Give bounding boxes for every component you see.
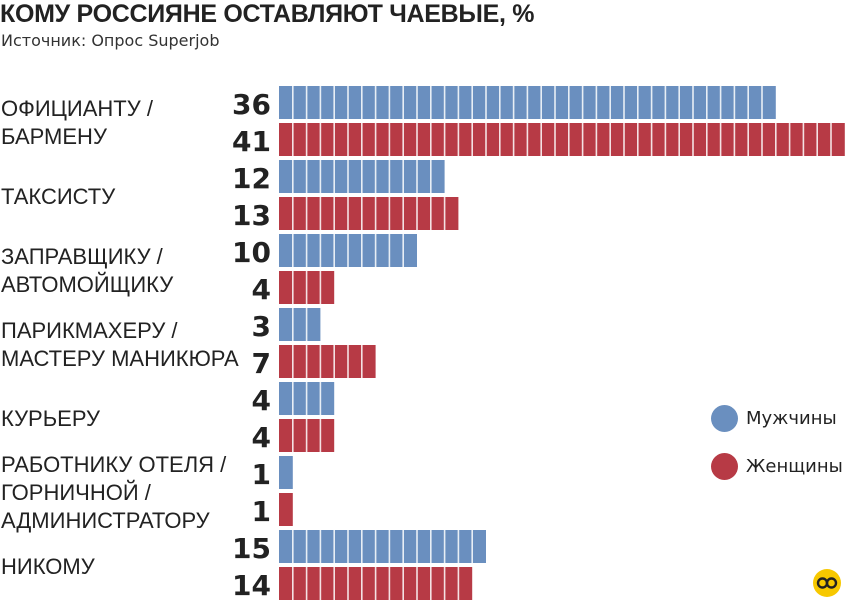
data-label: 13	[232, 199, 271, 232]
data-label: 4	[252, 421, 271, 454]
bar-women	[279, 345, 376, 378]
legend-item-women: Женщины	[711, 453, 843, 480]
bar-women	[279, 197, 459, 230]
publisher-logo-mark	[816, 577, 838, 589]
data-label: 12	[232, 162, 271, 195]
bar-men	[279, 456, 293, 489]
category-label: АВТОМОЙЩИКУ	[1, 272, 174, 297]
legend-label-men: Мужчины	[746, 408, 837, 429]
category-label: АДМИНИСТРАТОРУ	[1, 508, 211, 533]
data-label: 1	[252, 458, 271, 491]
category-label: ЗАПРАВЩИКУ /	[1, 244, 164, 269]
bar-men	[279, 530, 486, 563]
data-label: 41	[232, 125, 271, 158]
data-label: 3	[252, 310, 271, 343]
data-label: 4	[252, 384, 271, 417]
data-label: 1	[252, 495, 271, 528]
data-label: 36	[232, 88, 271, 121]
data-label: 4	[252, 273, 271, 306]
category-label: БАРМЕНУ	[1, 124, 108, 149]
bar-men	[279, 308, 321, 341]
category-label: ТАКСИСТУ	[1, 184, 116, 209]
data-label: 10	[232, 236, 271, 269]
category-label: ОФИЦИАНТУ /	[1, 96, 154, 121]
category-label: ГОРНИЧНОЙ /	[1, 480, 152, 505]
data-label: 15	[232, 532, 271, 565]
blue-circle-icon	[711, 405, 738, 432]
data-label: 7	[252, 347, 271, 380]
legend-item-men: Мужчины	[711, 405, 837, 432]
data-label: 14	[232, 569, 271, 602]
category-label: МАСТЕРУ МАНИКЮРА	[1, 346, 239, 371]
category-label: КУРЬЕРУ	[1, 406, 101, 431]
red-circle-icon	[711, 453, 738, 480]
chart-title: КОМУ РОССИЯНЕ ОСТАВЛЯЮТ ЧАЕВЫЕ, %	[0, 0, 535, 28]
category-label: ПАРИКМАХЕРУ /	[1, 318, 178, 343]
bar-women	[279, 123, 845, 156]
legend-label-women: Женщины	[746, 456, 843, 477]
chart-subtitle: Источник: Опрос Superjob	[1, 31, 220, 50]
category-label: РАБОТНИКУ ОТЕЛЯ /	[1, 452, 227, 477]
publisher-logo-icon	[813, 569, 841, 597]
category-label: НИКОМУ	[1, 554, 96, 579]
bar-women	[279, 493, 293, 526]
